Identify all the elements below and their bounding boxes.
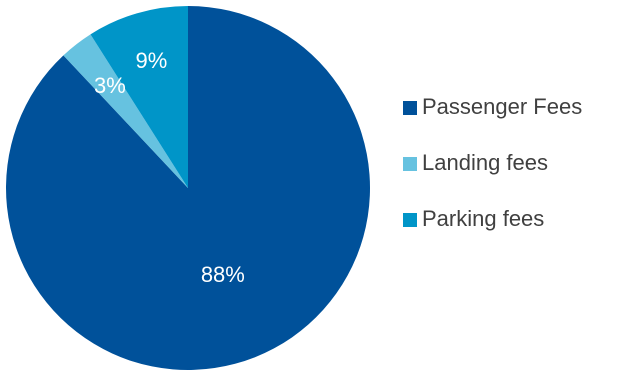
legend-swatch-landing-fees xyxy=(403,157,417,171)
legend-label-landing-fees: Landing fees xyxy=(422,150,548,175)
pie-slice-parking-fees xyxy=(90,6,188,188)
legend-swatch-passenger-fees xyxy=(403,101,417,115)
pie-slices xyxy=(5,6,371,371)
pie-slice-passenger-fees xyxy=(5,6,371,371)
data-label-parking-fees: 9% xyxy=(136,48,168,73)
data-label-landing-fees: 3% xyxy=(94,73,126,98)
legend: Passenger Fees Landing fees Parking fees xyxy=(403,94,582,231)
pie-slice-landing-fees xyxy=(63,34,188,188)
data-label-passenger-fees: 88% xyxy=(201,262,245,287)
legend-swatch-parking-fees xyxy=(403,213,417,227)
slice-labels: 88% 3% 9% xyxy=(94,48,245,287)
legend-label-parking-fees: Parking fees xyxy=(422,206,544,231)
legend-label-passenger-fees: Passenger Fees xyxy=(422,94,582,119)
